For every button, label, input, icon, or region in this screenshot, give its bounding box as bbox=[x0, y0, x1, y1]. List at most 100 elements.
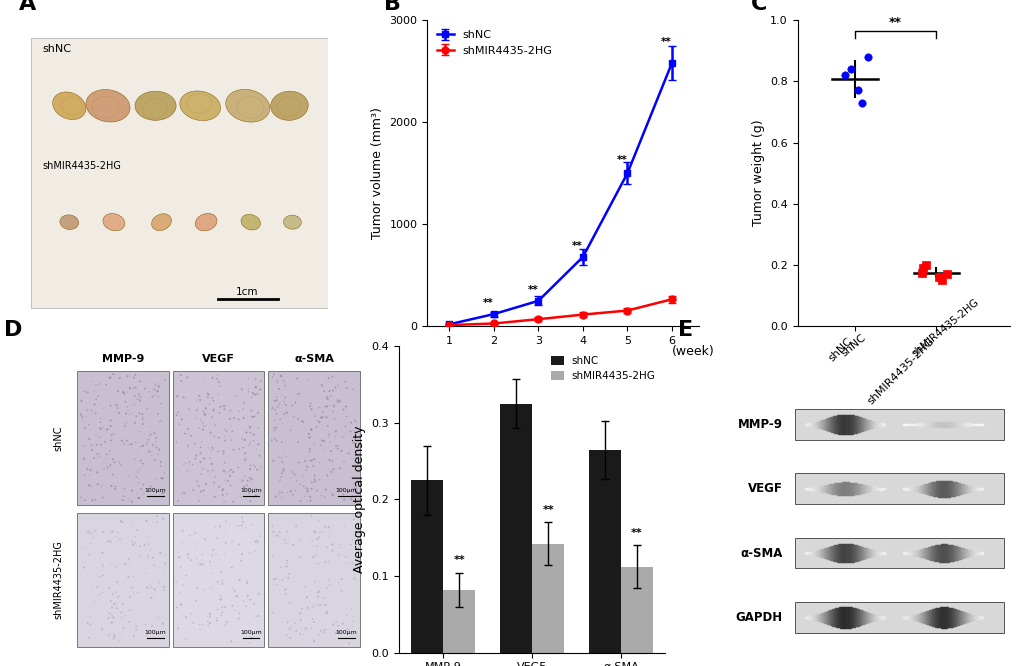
Point bbox=[331, 543, 347, 553]
Point bbox=[209, 615, 225, 626]
Point bbox=[114, 600, 130, 611]
Point bbox=[98, 453, 114, 464]
Point bbox=[230, 406, 247, 416]
Point bbox=[271, 399, 287, 410]
Point bbox=[78, 406, 95, 417]
Point bbox=[322, 446, 338, 457]
Point bbox=[98, 380, 114, 390]
Point bbox=[335, 494, 352, 505]
Point bbox=[326, 402, 342, 412]
Point bbox=[242, 438, 258, 448]
Point bbox=[84, 444, 100, 455]
Point bbox=[346, 438, 363, 448]
Point bbox=[149, 511, 165, 521]
Text: A: A bbox=[18, 0, 36, 14]
Point bbox=[93, 439, 109, 450]
Point bbox=[193, 457, 209, 468]
Point bbox=[240, 374, 257, 384]
Point bbox=[317, 599, 333, 610]
Point bbox=[107, 482, 123, 492]
Point bbox=[180, 428, 197, 439]
Point bbox=[104, 617, 120, 628]
Point bbox=[178, 372, 195, 383]
Point bbox=[283, 400, 300, 411]
Point bbox=[234, 442, 251, 453]
Point bbox=[337, 401, 354, 412]
Bar bbox=[499, 404, 532, 653]
Point bbox=[326, 432, 342, 442]
Point bbox=[116, 438, 132, 449]
Point bbox=[303, 404, 319, 414]
Point bbox=[202, 629, 218, 640]
Point bbox=[269, 402, 285, 412]
Point bbox=[313, 380, 329, 390]
Point bbox=[95, 527, 111, 537]
Point bbox=[81, 434, 97, 444]
Text: VEGF: VEGF bbox=[202, 354, 234, 364]
Point bbox=[192, 395, 208, 406]
Point bbox=[116, 418, 132, 429]
Point bbox=[186, 438, 203, 449]
Point bbox=[157, 374, 173, 385]
Point bbox=[302, 492, 318, 502]
Point bbox=[329, 621, 345, 631]
Point bbox=[250, 537, 266, 547]
Point bbox=[331, 463, 347, 474]
Point bbox=[339, 557, 356, 568]
Point bbox=[271, 527, 287, 537]
Point bbox=[203, 568, 219, 579]
Point bbox=[132, 456, 149, 466]
Point bbox=[126, 454, 143, 465]
Point bbox=[246, 436, 262, 446]
Point bbox=[118, 417, 135, 428]
Point bbox=[95, 562, 111, 573]
Point bbox=[917, 260, 933, 270]
Point bbox=[228, 391, 245, 402]
Point bbox=[132, 442, 149, 452]
Point bbox=[231, 444, 248, 454]
Point bbox=[292, 615, 309, 625]
Y-axis label: Tumor volume (mm³): Tumor volume (mm³) bbox=[370, 107, 383, 239]
Bar bbox=[621, 567, 652, 653]
Point bbox=[224, 426, 240, 437]
Point bbox=[309, 486, 325, 496]
Point bbox=[329, 395, 345, 406]
Point bbox=[282, 633, 299, 643]
Point bbox=[319, 394, 335, 404]
Point bbox=[129, 448, 146, 458]
Point bbox=[79, 404, 96, 415]
Point bbox=[100, 613, 116, 623]
Point bbox=[105, 456, 121, 467]
Text: 1cm: 1cm bbox=[235, 287, 258, 297]
Point bbox=[76, 454, 93, 464]
Point bbox=[189, 553, 205, 564]
Point bbox=[278, 555, 294, 566]
Point bbox=[79, 618, 96, 629]
Point bbox=[194, 424, 210, 435]
Point bbox=[205, 406, 221, 416]
Point bbox=[156, 567, 172, 578]
Point bbox=[79, 387, 96, 398]
Point bbox=[302, 401, 318, 412]
Point bbox=[233, 555, 250, 566]
Point bbox=[344, 535, 361, 545]
Point bbox=[233, 476, 250, 487]
Point bbox=[145, 440, 161, 450]
Point bbox=[82, 480, 98, 491]
Point bbox=[114, 599, 130, 609]
Point bbox=[310, 558, 326, 569]
Point bbox=[100, 536, 116, 547]
Point bbox=[105, 526, 121, 537]
Point bbox=[103, 596, 119, 607]
Point bbox=[275, 376, 291, 386]
Point bbox=[265, 456, 281, 466]
Point bbox=[125, 400, 142, 410]
Point bbox=[157, 484, 173, 495]
Point bbox=[174, 488, 191, 498]
Point bbox=[96, 458, 112, 468]
Point bbox=[103, 372, 119, 382]
Point bbox=[123, 519, 140, 529]
Point bbox=[244, 412, 260, 422]
Point bbox=[201, 389, 217, 400]
Point bbox=[215, 449, 231, 460]
